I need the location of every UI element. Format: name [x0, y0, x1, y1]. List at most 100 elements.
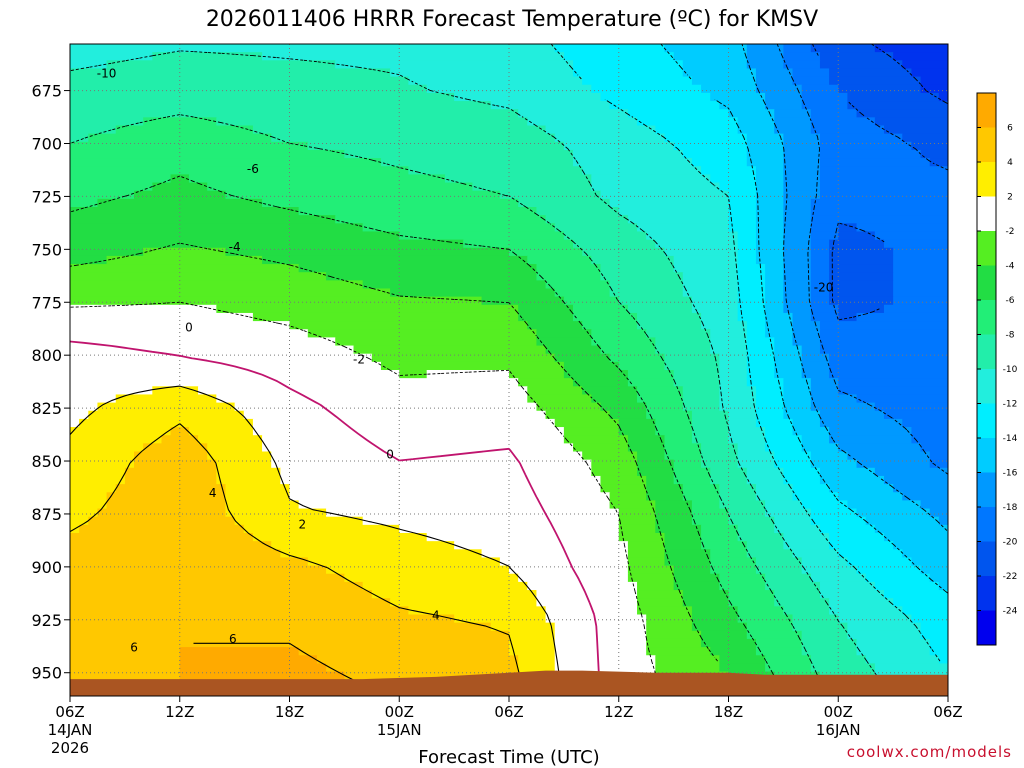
y-tick-label: 675 [31, 82, 62, 101]
temperature-cell [234, 516, 364, 526]
temperature-cell [810, 215, 948, 224]
temperature-cell [646, 638, 702, 648]
temperature-cell [792, 492, 839, 501]
temperature-cell [70, 557, 309, 567]
temperature-cell [426, 533, 620, 542]
y-tick-label: 700 [31, 134, 62, 153]
temperature-cell [70, 117, 144, 127]
colorbar-swatch [977, 127, 996, 163]
temperature-cell [70, 500, 108, 510]
temperature-cell [691, 304, 739, 314]
temperature-cell [719, 484, 757, 493]
temperature-cell [88, 410, 245, 420]
temperature-cell [582, 76, 693, 86]
temperature-cell [701, 451, 739, 461]
temperature-cell [70, 321, 291, 330]
temperature-cell [792, 76, 830, 86]
temperature-cell [307, 141, 565, 151]
temperature-cell [70, 84, 428, 94]
temperature-cell [810, 459, 858, 469]
temperature-cell [774, 598, 830, 607]
x-tick-label: 00Z [824, 703, 853, 721]
temperature-cell [929, 451, 948, 461]
contour-label: 2 [298, 518, 306, 532]
temperature-cell [847, 500, 922, 510]
temperature-cell [783, 141, 821, 151]
temperature-cell [810, 223, 839, 233]
temperature-cell [920, 500, 948, 510]
colorbar-label: -10 [1003, 365, 1018, 375]
temperature-cell [719, 663, 766, 673]
temperature-cell [701, 312, 739, 322]
temperature-cell [627, 573, 675, 583]
x-tick-label: 06Z [933, 703, 962, 721]
temperature-cell [298, 264, 538, 273]
temperature-cell [737, 312, 766, 322]
x-tick-label: 06Z [494, 703, 523, 721]
plot-gridlines [70, 44, 948, 696]
colorbar-label: 2 [1007, 193, 1013, 203]
credit-link[interactable]: coolwx.com/models [847, 743, 1012, 761]
temperature-cell [755, 647, 803, 656]
temperature-cell [691, 296, 739, 306]
temperature-cell [920, 565, 948, 575]
temperature-cell [810, 288, 830, 298]
temperature-cell [70, 329, 309, 338]
temperature-cell [70, 565, 327, 575]
temperature-cell [765, 272, 784, 281]
temperature-cell [893, 52, 948, 61]
temperature-cell [765, 655, 812, 664]
temperature-cell [490, 622, 556, 632]
temperature-cell [792, 427, 830, 436]
contour-label: -4 [229, 240, 241, 254]
temperature-cell [774, 590, 821, 599]
temperature-cell [737, 117, 775, 127]
temperature-cell [774, 459, 812, 469]
temperature-cell [911, 141, 948, 151]
temperature-cell [262, 255, 528, 265]
temperature-cell [801, 361, 830, 371]
temperature-cell [527, 386, 583, 396]
temperature-cell [829, 435, 913, 444]
temperature-cell [70, 394, 117, 404]
temperature-cell [847, 630, 922, 640]
temperature-cell [70, 418, 80, 428]
temperature-cell [856, 312, 948, 322]
temperature-cell [902, 606, 948, 616]
temperature-cell [518, 378, 574, 387]
temperature-cell [774, 524, 821, 534]
temperature-cell [600, 484, 647, 493]
temperature-cell [655, 655, 720, 664]
temperature-cell [390, 68, 574, 78]
temperature-cell [829, 76, 922, 86]
temperature-cell [856, 508, 931, 518]
temperature-cell [829, 272, 894, 281]
temperature-cell [664, 353, 720, 363]
temperature-cell [737, 247, 757, 257]
temperature-cell [829, 598, 894, 607]
temperature-cell [783, 402, 812, 412]
temperature-cell [783, 149, 821, 159]
temperature-cell [134, 459, 217, 469]
contour-label: 0 [386, 448, 394, 462]
temperature-cell [70, 296, 483, 306]
temperature-cell [554, 223, 638, 233]
temperature-cell [929, 638, 948, 648]
temperature-cell [509, 647, 556, 656]
temperature-cell [911, 68, 948, 78]
temperature-cell [225, 508, 327, 518]
y-tick-label: 875 [31, 505, 62, 524]
temperature-cell [838, 549, 903, 559]
temperature-cell [911, 557, 948, 567]
temperature-cell [829, 280, 894, 290]
isotherm-line [811, 44, 948, 321]
temperature-cell [637, 394, 684, 404]
temperature-cell [783, 207, 812, 216]
temperature-cell [728, 435, 766, 444]
temperature-cell [573, 304, 629, 314]
contour-label: 6 [229, 632, 237, 646]
x-tick-date-label: 15JAN [377, 721, 422, 739]
temperature-cell [810, 451, 848, 461]
temperature-cell [792, 622, 848, 632]
